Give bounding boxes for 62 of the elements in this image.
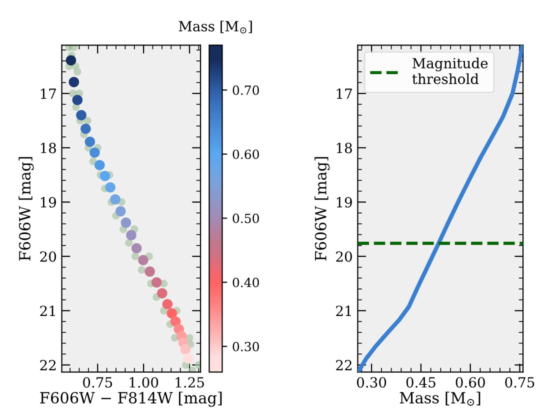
point: [68, 76, 80, 88]
point: [66, 55, 76, 66]
point: [94, 160, 105, 170]
point: [125, 238, 133, 247]
point: [90, 148, 100, 158]
color-bar-label: 0.50: [232, 214, 259, 224]
point: [180, 344, 191, 354]
point: [138, 266, 146, 274]
x-tick-label: 1.25: [176, 377, 204, 388]
x-tick-label: 1.00: [130, 377, 158, 388]
y-axis-title: F606W [mag]: [314, 157, 330, 261]
color-bar-label: 0.40: [232, 278, 259, 288]
point: [110, 194, 120, 204]
x-tick-label: 0.75: [505, 377, 534, 388]
point: [76, 110, 86, 120]
point: [166, 308, 178, 319]
point: [126, 230, 136, 240]
x-axis-title: F606W − F814W [mag]: [40, 392, 222, 407]
x-tick-label: 0.60: [456, 377, 485, 388]
x-axis-title: Mass [M$_{⊙}$]: [400, 392, 480, 406]
y-tick-label: 20: [40, 251, 56, 262]
point: [131, 243, 142, 254]
y-axis-title: F606W [mag]: [18, 157, 34, 261]
point: [74, 68, 82, 76]
point: [84, 136, 96, 147]
y-tick-label: 19: [40, 197, 56, 208]
point: [144, 266, 155, 277]
y-tick-label: 21: [40, 306, 55, 316]
x-tick-label: 0.45: [406, 377, 436, 388]
line-series: [358, 45, 524, 372]
y-tick-label: 20: [336, 251, 352, 262]
point: [138, 255, 148, 266]
x-tick-label: 0.30: [357, 377, 386, 388]
point: [84, 116, 92, 124]
y-tick-label: 22: [40, 360, 56, 370]
color-bar-label: 0.60: [232, 150, 259, 160]
point: [188, 366, 196, 372]
y-tick-label: 17: [40, 88, 56, 99]
y-tick-label: 22: [336, 360, 352, 370]
y-tick-label: 17: [336, 88, 352, 99]
point: [156, 288, 168, 298]
color-bar-label: 0.70: [232, 85, 259, 95]
point: [120, 218, 132, 228]
point: [183, 353, 194, 364]
color-bar-label: 0.30: [232, 342, 259, 352]
y-tick-label: 18: [336, 142, 352, 154]
y-tick-label: 21: [336, 306, 351, 316]
y-tick-label: 19: [336, 197, 352, 208]
point: [115, 206, 126, 216]
point: [80, 124, 91, 134]
legend-label: Magnitude threshold: [412, 58, 488, 84]
point: [162, 298, 173, 310]
point: [151, 277, 162, 288]
y-tick-label: 18: [40, 142, 56, 154]
point: [70, 45, 78, 52]
point: [194, 361, 201, 369]
point: [131, 252, 140, 260]
point: [105, 182, 116, 193]
x-tick-label: 0.75: [83, 377, 112, 388]
point: [100, 170, 110, 182]
color-bar-title: Mass [M$_{⊙}$]: [178, 20, 252, 34]
point: [72, 94, 83, 106]
